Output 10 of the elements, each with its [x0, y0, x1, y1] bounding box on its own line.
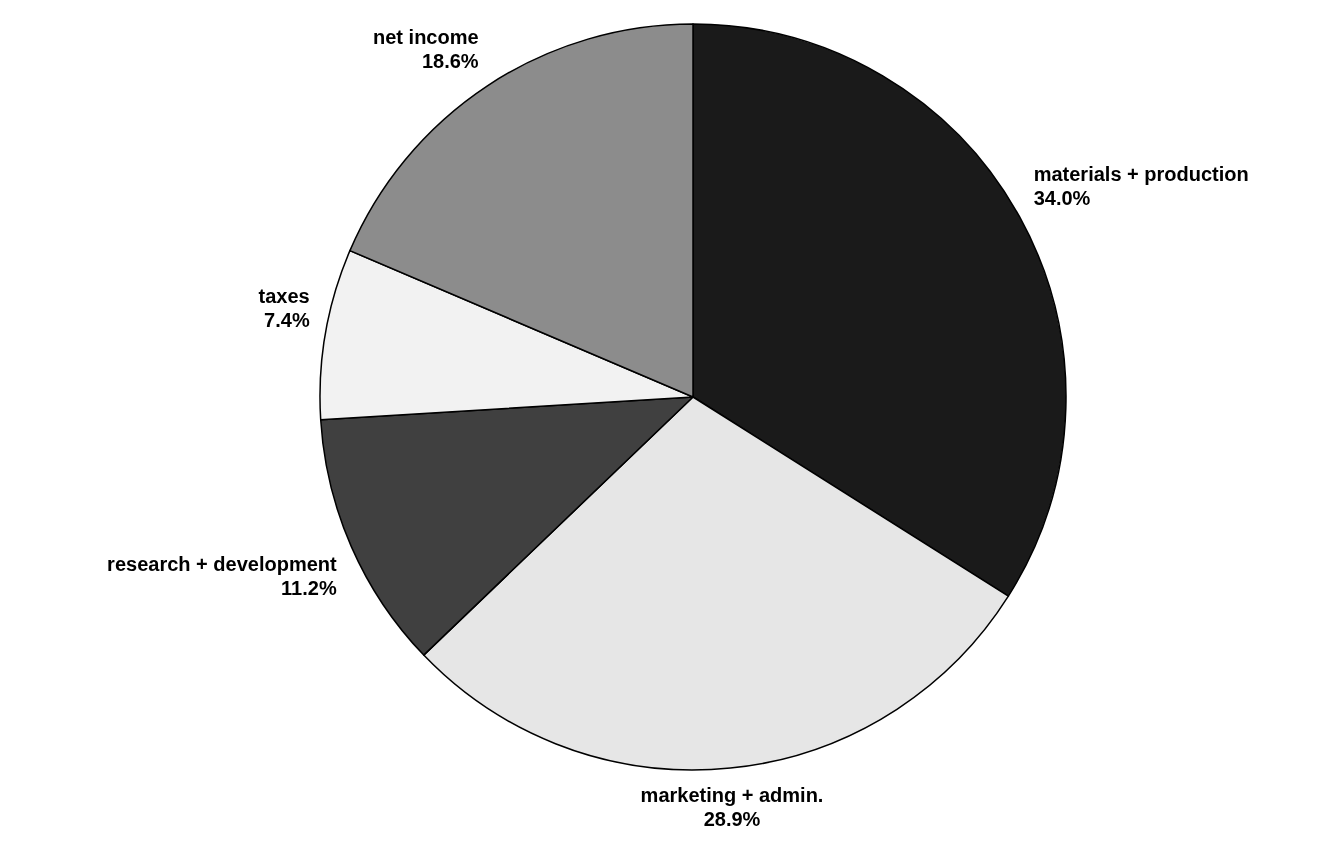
slice-label: research + development	[107, 553, 337, 576]
data-label: 11.2%	[281, 577, 337, 600]
data-label: 7.4%	[264, 308, 310, 331]
slice-label: net income	[373, 26, 479, 49]
slice-label: marketing + admin.	[640, 784, 824, 807]
slice-label: taxes	[258, 284, 310, 307]
data-label: 34.0%	[1033, 187, 1091, 210]
slice-label: materials + production	[1033, 163, 1249, 186]
data-label: 28.9%	[703, 808, 761, 831]
data-label: 18.6%	[421, 50, 479, 73]
